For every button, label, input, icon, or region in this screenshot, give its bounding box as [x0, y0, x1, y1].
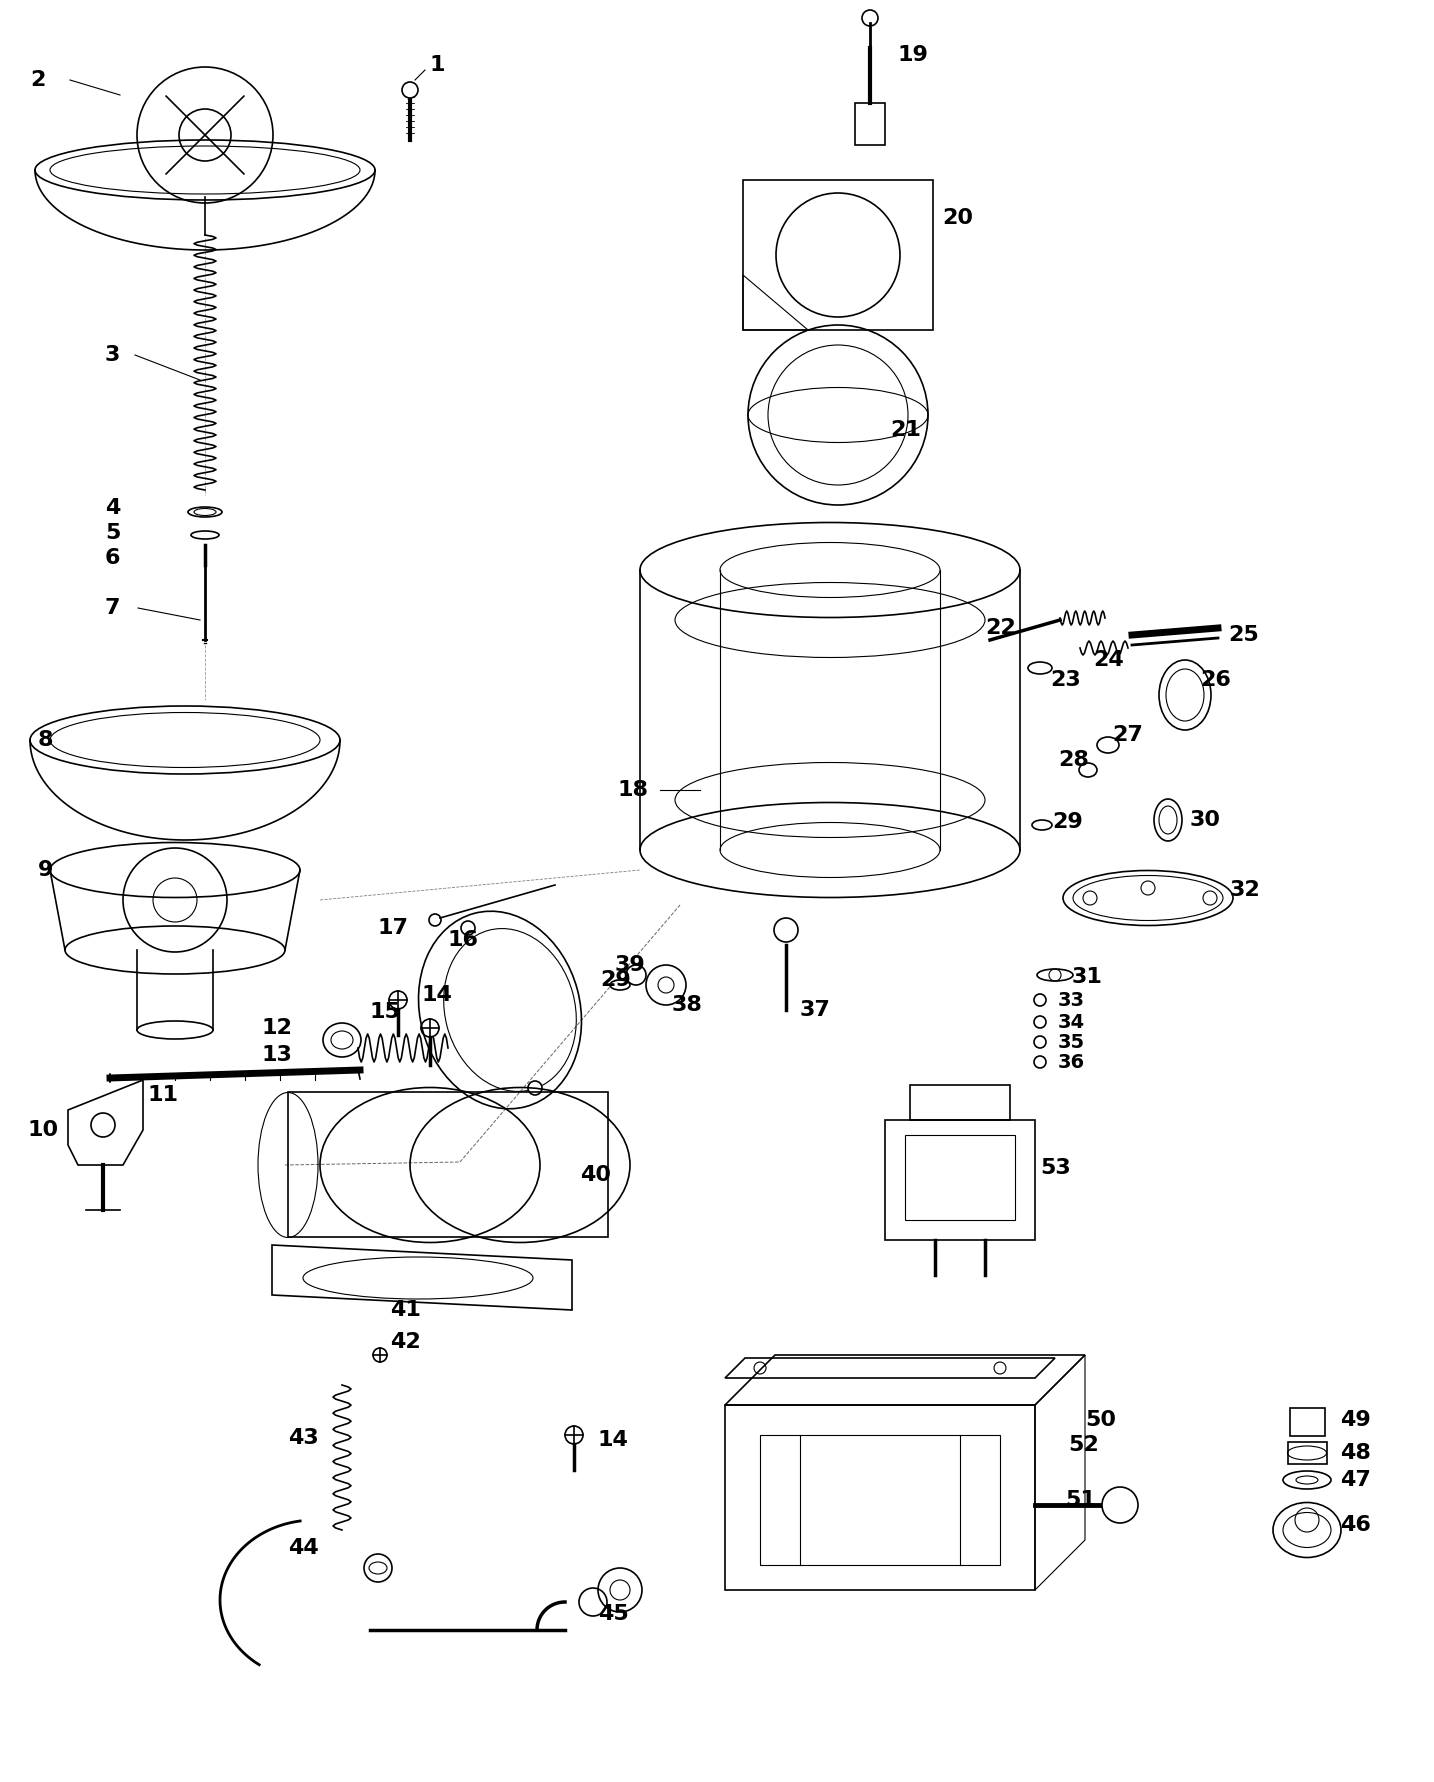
Text: 14: 14 [598, 1429, 630, 1451]
Text: 53: 53 [1040, 1158, 1071, 1178]
Text: 14: 14 [422, 985, 453, 1005]
Text: 46: 46 [1339, 1515, 1371, 1534]
Text: 22: 22 [985, 618, 1015, 638]
Text: 37: 37 [800, 1000, 830, 1019]
Circle shape [373, 1347, 387, 1361]
Bar [1288, 1442, 1326, 1465]
Text: 8: 8 [37, 731, 53, 750]
Text: 51: 51 [1065, 1490, 1096, 1509]
Text: 15: 15 [370, 1001, 402, 1023]
Text: 17: 17 [379, 918, 409, 937]
Bar [905, 1135, 1015, 1221]
Text: 32: 32 [1230, 880, 1260, 900]
Text: 30: 30 [1190, 811, 1220, 830]
Text: 29: 29 [1053, 813, 1083, 832]
Text: 10: 10 [29, 1121, 59, 1140]
Text: 13: 13 [262, 1044, 293, 1066]
Circle shape [422, 1019, 439, 1037]
Text: 2: 2 [30, 69, 46, 91]
Text: 45: 45 [598, 1604, 628, 1623]
Text: 52: 52 [1068, 1435, 1098, 1454]
Circle shape [774, 918, 797, 943]
Text: 41: 41 [390, 1301, 420, 1320]
Text: 7: 7 [105, 599, 120, 618]
Text: 12: 12 [262, 1018, 293, 1037]
Text: 11: 11 [148, 1085, 179, 1105]
Bar [855, 103, 885, 144]
Bar [760, 1435, 999, 1565]
Text: 31: 31 [1073, 968, 1103, 987]
Text: 26: 26 [1200, 670, 1230, 690]
Text: 35: 35 [1058, 1032, 1086, 1051]
Text: 20: 20 [942, 208, 974, 228]
Text: 5: 5 [105, 522, 120, 544]
Text: 48: 48 [1339, 1443, 1371, 1463]
Text: 38: 38 [673, 994, 703, 1016]
Text: 24: 24 [1093, 650, 1124, 670]
Text: 43: 43 [288, 1427, 318, 1449]
Circle shape [528, 1082, 542, 1094]
Circle shape [565, 1426, 584, 1443]
Bar [726, 1404, 1035, 1590]
Text: 50: 50 [1086, 1410, 1116, 1429]
Text: 28: 28 [1058, 750, 1088, 770]
Text: 6: 6 [105, 549, 120, 568]
Bar [885, 1121, 1035, 1240]
Text: 47: 47 [1339, 1470, 1371, 1490]
Circle shape [460, 921, 475, 936]
Text: 27: 27 [1111, 725, 1143, 745]
Bar [288, 1092, 608, 1237]
Text: 29: 29 [599, 969, 631, 991]
Text: 18: 18 [618, 781, 650, 800]
Text: 21: 21 [891, 421, 921, 440]
Circle shape [1101, 1486, 1139, 1524]
Text: 34: 34 [1058, 1012, 1086, 1032]
Text: 23: 23 [1050, 670, 1081, 690]
Bar [911, 1085, 1010, 1121]
Text: 19: 19 [898, 45, 929, 64]
Text: 42: 42 [390, 1331, 420, 1353]
Text: 4: 4 [105, 497, 120, 519]
Text: 36: 36 [1058, 1053, 1086, 1071]
Text: 16: 16 [447, 930, 479, 950]
Text: 9: 9 [37, 861, 53, 880]
Text: 40: 40 [579, 1165, 611, 1185]
Circle shape [402, 82, 417, 98]
Text: 3: 3 [105, 346, 120, 365]
Text: 33: 33 [1058, 991, 1086, 1009]
Text: 1: 1 [430, 55, 446, 75]
Text: 44: 44 [288, 1538, 318, 1557]
Bar [1291, 1408, 1325, 1436]
Text: 49: 49 [1339, 1410, 1371, 1429]
Circle shape [389, 991, 407, 1009]
Text: 25: 25 [1228, 625, 1259, 645]
Bar [743, 180, 934, 330]
Text: 39: 39 [615, 955, 645, 975]
